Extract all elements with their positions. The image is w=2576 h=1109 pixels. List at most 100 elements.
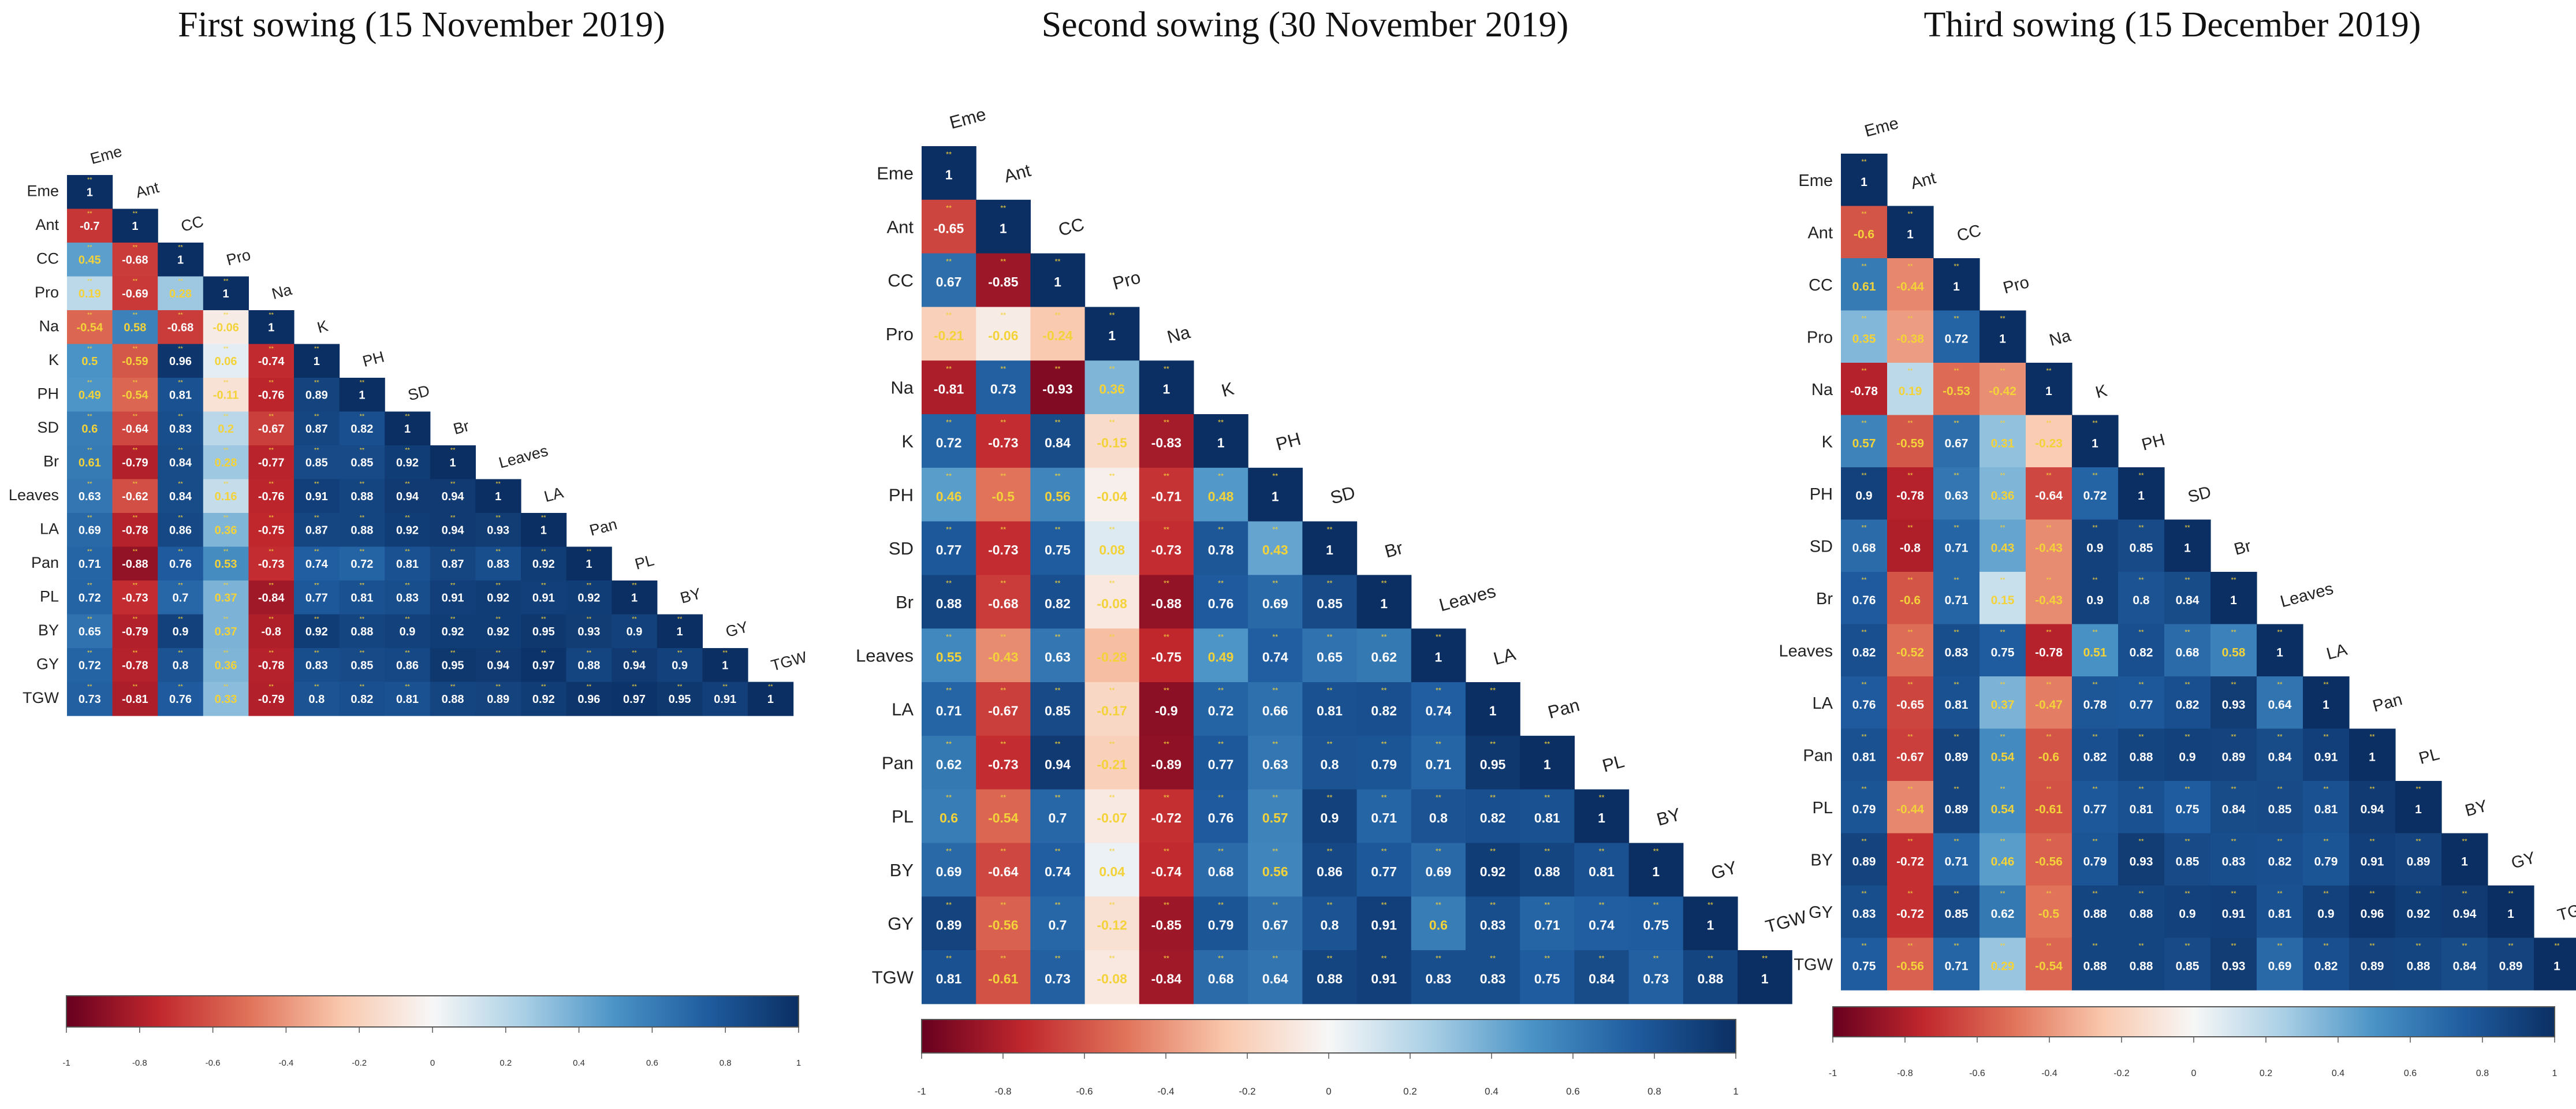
data-label: 0.46 — [936, 489, 962, 504]
heatmap-cell — [1194, 521, 1248, 575]
heatmap-cell — [1841, 728, 1888, 781]
heatmap-cell — [475, 479, 521, 513]
data-label: -0.21 — [934, 328, 964, 343]
data-label: 0.37 — [215, 591, 237, 604]
significance-mark: ** — [269, 582, 274, 589]
significance-mark: ** — [1055, 419, 1061, 427]
heatmap-cell — [158, 580, 204, 615]
data-label: 0.89 — [2222, 751, 2246, 764]
data-label: 0.8 — [173, 659, 189, 672]
heatmap-cell — [1084, 628, 1140, 683]
heatmap-cell — [1841, 833, 1888, 886]
data-label: 0.88 — [2083, 907, 2107, 921]
significance-mark: ** — [1862, 943, 1867, 950]
data-label: 0.92 — [532, 693, 555, 706]
data-label: -0.81 — [122, 693, 148, 706]
heatmap-cell — [566, 580, 612, 615]
significance-mark: ** — [1327, 579, 1333, 587]
row-label: K — [901, 431, 914, 452]
significance-mark: ** — [178, 481, 183, 487]
row-label: CC — [888, 270, 914, 291]
heatmap-cell — [248, 513, 294, 548]
data-label: -0.9 — [1155, 704, 1178, 719]
significance-mark: ** — [87, 177, 92, 184]
significance-mark: ** — [2139, 525, 2144, 532]
heatmap-cell — [1887, 258, 1934, 311]
heatmap-cell — [430, 546, 476, 581]
data-label: 0.82 — [351, 693, 373, 706]
heatmap-cell — [2257, 885, 2303, 939]
heatmap-cell — [203, 411, 249, 446]
data-label: -0.54 — [77, 321, 103, 334]
data-label: 0.91 — [442, 591, 464, 604]
data-label: 0.68 — [1852, 542, 1876, 555]
significance-mark: ** — [178, 650, 183, 657]
data-label: -0.21 — [1097, 757, 1127, 772]
heatmap-cell — [1194, 843, 1248, 897]
significance-mark: ** — [360, 616, 365, 623]
heatmap-cell — [430, 445, 476, 480]
data-label: -0.64 — [122, 423, 148, 436]
significance-mark: ** — [1327, 901, 1333, 909]
heatmap-cell — [1933, 363, 1980, 416]
heatmap-cell — [702, 682, 748, 716]
data-label: -0.44 — [1896, 803, 1924, 816]
row-label: SD — [1810, 538, 1833, 556]
heatmap-cell — [1248, 896, 1303, 951]
significance-mark: ** — [1218, 794, 1224, 802]
significance-mark: ** — [223, 379, 229, 386]
significance-mark: ** — [269, 481, 274, 487]
significance-mark: ** — [1954, 786, 1959, 793]
data-label: -0.75 — [1151, 650, 1182, 665]
significance-mark: ** — [133, 413, 138, 420]
data-label: 0.75 — [1045, 542, 1071, 557]
heatmap-cell — [1933, 781, 1980, 834]
significance-mark: ** — [1000, 365, 1006, 373]
data-label: 0.72 — [79, 591, 101, 604]
significance-mark: ** — [2093, 682, 2098, 689]
data-label: 1 — [1435, 650, 1442, 665]
data-label: 0.37 — [215, 626, 237, 638]
column-label: Pro — [2001, 273, 2031, 298]
data-label: -0.73 — [122, 591, 148, 604]
significance-mark: ** — [1218, 526, 1224, 534]
legend-tick-label: -0.6 — [206, 1058, 221, 1068]
heatmap-cell — [1841, 206, 1888, 259]
significance-mark: ** — [1599, 794, 1605, 802]
heatmap-cell — [1030, 950, 1086, 1004]
heatmap-cell — [1084, 307, 1140, 361]
row-label: Pro — [1807, 329, 1833, 347]
significance-mark: ** — [1954, 420, 1959, 427]
heatmap-cell — [2164, 519, 2211, 572]
heatmap-cell — [922, 467, 976, 522]
heatmap-cell — [294, 682, 340, 716]
data-label: 0.91 — [1371, 918, 1397, 933]
heatmap-cell — [1411, 682, 1466, 736]
heatmap-cell — [1466, 682, 1520, 736]
data-label: 1 — [2322, 698, 2329, 712]
row-label: PH — [889, 485, 914, 505]
heatmap-cell — [521, 614, 567, 649]
significance-mark: ** — [1327, 740, 1333, 748]
data-label: 0.71 — [1945, 542, 1969, 555]
data-label: 1 — [677, 626, 683, 638]
data-label: 0.68 — [1208, 864, 1234, 879]
heatmap-cell — [2257, 937, 2303, 991]
heatmap-cell — [1084, 467, 1140, 522]
data-label: 0.56 — [1045, 489, 1071, 504]
data-label: 0.81 — [1852, 751, 1876, 764]
significance-mark: ** — [1218, 687, 1224, 695]
significance-mark: ** — [2093, 525, 2098, 532]
significance-mark: ** — [450, 481, 456, 487]
significance-mark: ** — [2093, 734, 2098, 741]
data-label: 0.77 — [1208, 757, 1234, 772]
heatmap-cell — [1030, 467, 1086, 522]
significance-mark: ** — [587, 650, 592, 657]
heatmap-cell — [203, 546, 249, 581]
data-label: 0.83 — [1426, 972, 1452, 987]
row-label: PL — [1813, 799, 1833, 817]
legend-tick-label: 0.2 — [1403, 1086, 1417, 1097]
data-label: 0.89 — [2407, 855, 2430, 869]
data-label: -0.78 — [122, 659, 148, 672]
significance-mark: ** — [2000, 630, 2005, 637]
